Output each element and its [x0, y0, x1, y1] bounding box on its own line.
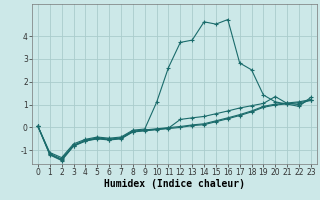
- X-axis label: Humidex (Indice chaleur): Humidex (Indice chaleur): [104, 179, 245, 189]
